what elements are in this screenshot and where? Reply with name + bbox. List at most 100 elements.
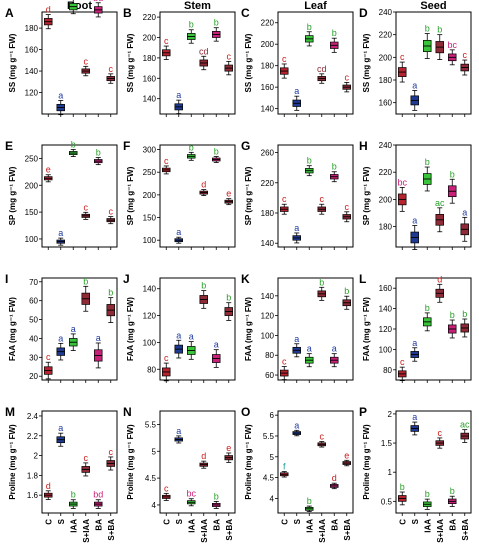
significance-letter: c <box>109 64 114 74</box>
panel-o: O Proline (mg g⁻¹ FW) 4 4.5 5 5.5 6 f Ca Sb IAA c S+… <box>241 405 354 543</box>
y-tick-label: 140 <box>379 305 393 314</box>
significance-letter: a <box>58 90 63 100</box>
y-axis-label: FAA (mg g⁻¹ FW) <box>8 297 17 361</box>
y-tick-label: 60 <box>29 297 38 306</box>
y-tick-label: 180 <box>25 24 39 33</box>
panel-letter: D <box>359 6 368 20</box>
y-tick-label: 150 <box>143 214 157 223</box>
significance-letter: c <box>84 202 89 212</box>
y-tick-label: 180 <box>261 62 275 71</box>
y-tick-label: 80 <box>383 366 392 375</box>
y-tick-label: 260 <box>261 149 275 158</box>
significance-letter: a <box>462 207 467 217</box>
y-tick-label: 50 <box>29 316 38 325</box>
y-tick-label: 6 <box>270 411 275 420</box>
y-tick-label: 120 <box>25 89 39 98</box>
significance-letter: b <box>450 169 455 179</box>
significance-letter: e <box>226 189 231 199</box>
significance-letter: c <box>227 51 232 61</box>
y-tick-label: 120 <box>143 312 157 321</box>
significance-letter: a <box>58 423 63 433</box>
significance-letter: c <box>438 428 443 438</box>
significance-letter: bc <box>397 177 407 187</box>
y-tick-label: 100 <box>379 345 393 354</box>
panel-letter: E <box>5 139 13 153</box>
x-tick-label: S <box>175 518 184 524</box>
significance-letter: a <box>176 90 181 100</box>
y-tick-label: 180 <box>143 54 157 63</box>
significance-letter: c <box>84 453 89 463</box>
y-tick-label: 1.6 <box>27 491 39 500</box>
panel-letter: B <box>123 6 132 20</box>
y-tick-label: 150 <box>25 208 39 217</box>
significance-letter: a <box>294 223 299 233</box>
y-tick-label: 250 <box>143 168 157 177</box>
significance-letter: bd <box>93 490 103 500</box>
significance-letter: e <box>46 165 51 175</box>
panel-g: G SP (mg g⁻¹ FW) 140 180 220 260 c a b c b c <box>241 139 354 250</box>
significance-letter: c <box>320 432 325 442</box>
y-axis-label: Proline (mg g⁻¹ FW) <box>362 424 371 500</box>
significance-letter: b <box>214 147 219 157</box>
panel-letter: F <box>123 139 130 153</box>
y-tick-label: 160 <box>25 46 39 55</box>
significance-letter: b <box>96 148 101 158</box>
y-tick-label: 220 <box>261 19 275 28</box>
plot-frame <box>159 11 236 115</box>
plot-frame <box>395 144 472 248</box>
y-axis-label: SP (mg g⁻¹ FW) <box>362 166 371 225</box>
y-axis-label: Proline (mg g⁻¹ FW) <box>126 424 135 500</box>
significance-letter: b <box>425 489 430 499</box>
plot-frame <box>41 410 118 514</box>
panel-c: C SS (mg g⁻¹ FW) 140 160 180 200 220 c a b cd b c <box>241 6 354 117</box>
significance-letter: c <box>282 194 287 204</box>
x-tick-label: C <box>44 519 53 525</box>
y-tick-label: 100 <box>143 236 157 245</box>
significance-letter: b <box>400 482 405 492</box>
y-tick-label: 0.5 <box>381 497 393 506</box>
significance-letter: a <box>412 216 417 226</box>
significance-letter: a <box>96 333 101 343</box>
plot-frame <box>277 277 354 381</box>
significance-letter: a <box>176 330 181 340</box>
y-axis-label: SP (mg g⁻¹ FW) <box>8 166 17 225</box>
significance-letter: bd <box>93 0 103 3</box>
y-axis-label: FAA (mg g⁻¹ FW) <box>244 297 253 361</box>
significance-letter: d <box>46 481 51 491</box>
significance-letter: a <box>332 344 337 354</box>
y-tick-label: 2 <box>388 410 393 419</box>
y-tick-label: 30 <box>29 353 38 362</box>
y-tick-label: 300 <box>143 146 157 155</box>
panel-letter: A <box>5 6 14 20</box>
x-tick-label: S+IAA <box>82 519 91 543</box>
y-axis-label: FAA (mg g⁻¹ FW) <box>362 297 371 361</box>
x-tick-label: IAA <box>423 519 432 533</box>
y-tick-label: 120 <box>261 312 275 321</box>
x-tick-label: C <box>280 519 289 525</box>
significance-letter: a <box>294 420 299 430</box>
y-tick-label: 120 <box>379 325 393 334</box>
y-tick-label: 220 <box>143 13 157 22</box>
panel-f: F SP (mg g⁻¹ FW) 100 150 200 250 300 c a b d b e <box>123 139 236 250</box>
y-tick-label: 100 <box>143 338 157 347</box>
y-tick-label: 180 <box>379 223 393 232</box>
significance-letter: c <box>400 357 405 367</box>
y-tick-label: 2 <box>34 452 39 461</box>
x-tick-label: S+IAA <box>318 519 327 543</box>
panel-letter: J <box>123 272 130 286</box>
plot-frame <box>41 144 118 248</box>
x-tick-label: BA <box>448 519 457 531</box>
significance-letter: a <box>71 324 76 334</box>
plot-frame <box>277 410 354 514</box>
y-tick-label: 100 <box>261 331 275 340</box>
y-tick-label: 80 <box>147 365 156 374</box>
significance-letter: b <box>425 24 430 34</box>
y-tick-label: 200 <box>261 40 275 49</box>
y-axis-label: Proline (mg g⁻¹ FW) <box>244 424 253 500</box>
panel-p: P Proline (mg g⁻¹ FW) 0.5 1 1.5 2 b Ca Sb IAA c S+I… <box>359 405 472 543</box>
x-tick-label: S <box>293 518 302 524</box>
significance-letter: d <box>201 180 206 190</box>
plot-frame <box>159 410 236 514</box>
significance-letter: c <box>282 54 287 64</box>
